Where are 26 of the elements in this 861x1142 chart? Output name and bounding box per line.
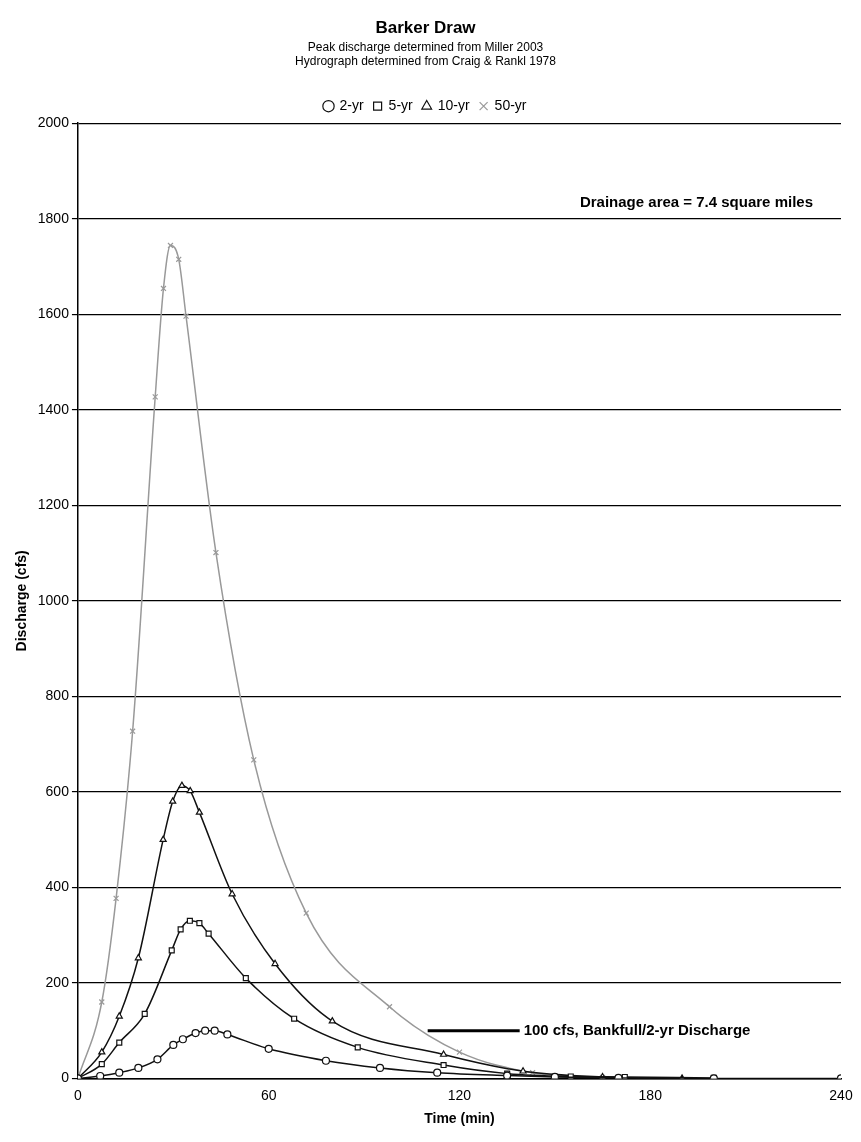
x-tick-label: 120 xyxy=(447,1086,472,1103)
y-tick-label: 1000 xyxy=(37,591,70,608)
y-tick-label: 1400 xyxy=(37,400,70,417)
annotation: 100 cfs, Bankfull/2-yr Discharge xyxy=(523,1020,751,1038)
y-tick-label: 1200 xyxy=(37,496,70,513)
x-axis-title: Time (min) xyxy=(424,1110,495,1127)
x-tick-label: 60 xyxy=(260,1086,277,1103)
annotation: Drainage area = 7.4 square miles xyxy=(579,193,813,211)
chart-title: Barker Draw xyxy=(375,17,477,37)
y-tick-label: 2000 xyxy=(37,114,70,131)
y-tick-label: 1800 xyxy=(37,209,70,226)
legend-label: 2-yr xyxy=(339,97,364,114)
y-axis-title: Discharge (cfs) xyxy=(13,550,30,652)
chart-subtitle: Peak discharge determined from Miller 2003 Hydrograph determined from Craig & Rankl 1978 xyxy=(295,39,557,69)
legend-label: 10-yr xyxy=(437,97,470,114)
x-tick-label: 240 xyxy=(829,1086,853,1103)
y-tick-label: 600 xyxy=(45,782,70,799)
legend-label: 50-yr xyxy=(494,97,527,114)
x-tick-label: 0 xyxy=(74,1086,83,1103)
legend-label: 5-yr xyxy=(388,97,414,114)
y-tick-label: 1600 xyxy=(37,305,70,322)
y-tick-label: 0 xyxy=(61,1069,70,1086)
y-tick-label: 200 xyxy=(45,973,70,990)
x-tick-label: 180 xyxy=(638,1086,663,1103)
y-tick-label: 400 xyxy=(45,878,70,895)
y-tick-label: 800 xyxy=(45,687,70,704)
